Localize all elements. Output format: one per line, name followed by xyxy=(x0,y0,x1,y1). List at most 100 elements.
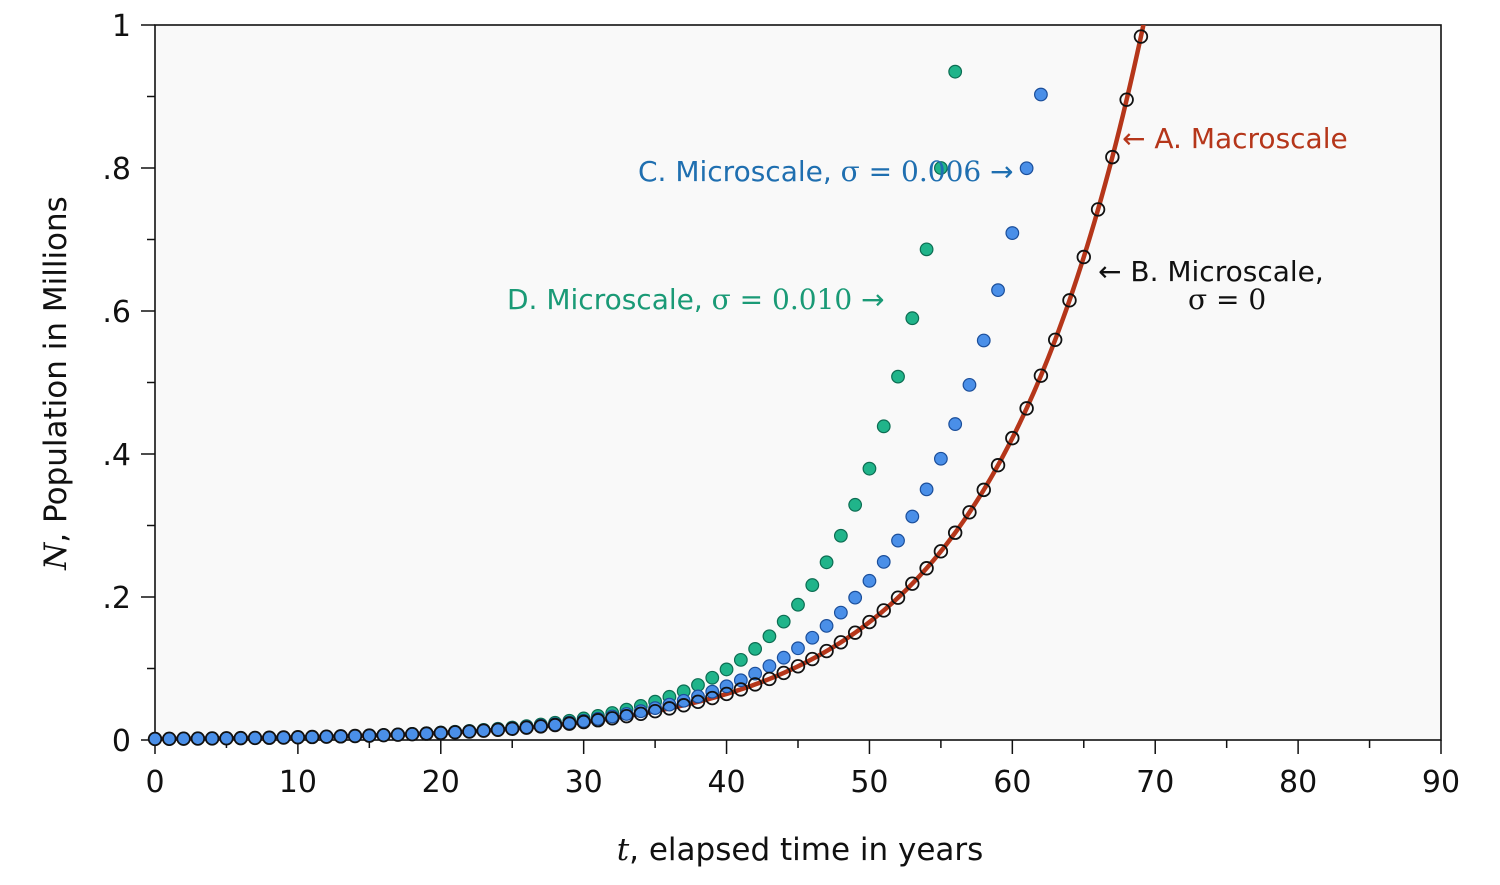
point-sigma-0 xyxy=(462,724,477,739)
point-sigma-0-006 xyxy=(833,605,848,620)
point-sigma-0 xyxy=(262,730,277,745)
point-sigma-0 xyxy=(1047,332,1063,347)
point-sigma-0-010 xyxy=(705,670,720,685)
point-sigma-0-006 xyxy=(1005,226,1020,240)
point-sigma-0 xyxy=(1105,149,1120,165)
point-sigma-0 xyxy=(862,614,877,630)
point-sigma-0-006 xyxy=(862,573,877,588)
point-sigma-0-006 xyxy=(748,666,763,681)
point-sigma-0 xyxy=(490,722,506,737)
point-sigma-0 xyxy=(319,729,334,744)
point-sigma-0 xyxy=(847,625,863,640)
point-sigma-0 xyxy=(976,482,991,498)
point-sigma-0 xyxy=(304,729,320,745)
point-sigma-0-006 xyxy=(919,482,934,497)
annotation-macroscale: ← A. Macroscale xyxy=(1122,122,1348,155)
annotation-microscale-sigma0-line1: ← B. Microscale, xyxy=(1098,255,1324,288)
point-sigma-0 xyxy=(605,711,620,726)
point-sigma-0 xyxy=(219,731,234,746)
point-sigma-0-006 xyxy=(676,693,691,708)
point-sigma-0 xyxy=(805,651,820,667)
point-sigma-0 xyxy=(1076,249,1091,265)
point-sigma-0-006 xyxy=(876,554,891,569)
point-sigma-0 xyxy=(633,706,649,721)
point-sigma-0 xyxy=(733,682,749,697)
point-sigma-0 xyxy=(819,643,834,659)
point-sigma-0 xyxy=(676,698,691,713)
point-sigma-0 xyxy=(147,731,163,747)
point-sigma-0 xyxy=(533,719,549,734)
point-sigma-0-010 xyxy=(848,497,863,512)
point-sigma-0 xyxy=(1005,430,1020,446)
point-sigma-0 xyxy=(433,725,448,741)
point-sigma-0 xyxy=(247,730,263,746)
x-tick-label: 80 xyxy=(1279,765,1317,800)
point-sigma-0-006 xyxy=(891,533,905,548)
point-sigma-0-006 xyxy=(691,689,705,704)
point-sigma-0-010 xyxy=(733,652,748,667)
point-sigma-0-006 xyxy=(776,650,791,665)
point-sigma-0 xyxy=(919,561,934,576)
point-sigma-0 xyxy=(405,726,420,742)
point-sigma-0 xyxy=(947,525,963,540)
point-sigma-0-010 xyxy=(862,461,877,476)
plot-content xyxy=(147,25,1149,747)
point-sigma-0-010 xyxy=(948,64,963,79)
point-sigma-0 xyxy=(876,603,891,618)
x-tick-label: 0 xyxy=(145,765,164,800)
point-sigma-0-006 xyxy=(933,451,948,466)
x-tick-label: 70 xyxy=(1136,765,1174,800)
point-sigma-0-010 xyxy=(905,311,920,326)
plot-area xyxy=(154,24,1442,741)
point-sigma-0 xyxy=(690,694,706,710)
point-sigma-0 xyxy=(619,708,634,724)
point-sigma-0 xyxy=(776,665,791,681)
annotation-microscale-sigma-0-006: C. Microscale, σ = 0.006 → xyxy=(638,155,1014,188)
y-tick-label: 0 xyxy=(112,724,131,759)
point-sigma-0 xyxy=(1019,401,1034,416)
point-sigma-0-006 xyxy=(805,630,820,645)
point-sigma-0 xyxy=(204,731,220,746)
point-sigma-0 xyxy=(190,731,206,746)
x-tick-label: 30 xyxy=(565,765,603,800)
point-sigma-0-010 xyxy=(876,419,891,434)
point-sigma-0-010 xyxy=(805,578,820,592)
point-sigma-0 xyxy=(376,727,391,743)
point-sigma-0-006 xyxy=(819,618,834,633)
point-sigma-0 xyxy=(762,671,777,687)
x-tick-label: 50 xyxy=(850,765,888,800)
point-sigma-0 xyxy=(905,576,920,591)
point-sigma-0 xyxy=(505,721,520,736)
point-sigma-0 xyxy=(233,730,248,746)
point-sigma-0 xyxy=(447,725,463,740)
point-sigma-0 xyxy=(1133,29,1149,44)
point-sigma-0-010 xyxy=(791,597,805,612)
point-sigma-0 xyxy=(990,458,1006,473)
point-sigma-0 xyxy=(833,635,849,650)
point-sigma-0-010 xyxy=(762,629,777,644)
y-tick-label: .4 xyxy=(102,438,131,473)
point-sigma-0 xyxy=(476,723,491,738)
point-sigma-0 xyxy=(662,701,677,716)
point-sigma-0-006 xyxy=(848,590,863,605)
point-sigma-0-010 xyxy=(776,614,791,629)
x-tick-label: 10 xyxy=(279,765,317,800)
point-sigma-0 xyxy=(362,728,377,743)
x-axis-label: t, elapsed time in years xyxy=(617,832,984,868)
y-axis-ticks: 0 .2 .4 .6 .8 1 xyxy=(102,9,155,759)
y-tick-label: .2 xyxy=(102,581,131,616)
point-sigma-0 xyxy=(1033,368,1049,383)
point-sigma-0 xyxy=(419,726,434,741)
point-sigma-0 xyxy=(933,544,949,559)
point-sigma-0 xyxy=(790,659,806,674)
x-axis-ticks: 0 10 20 30 40 50 60 70 80 90 xyxy=(145,740,1460,800)
x-tick-label: 90 xyxy=(1422,765,1460,800)
point-sigma-0 xyxy=(390,727,406,742)
point-sigma-0 xyxy=(719,686,734,702)
point-sigma-0-006 xyxy=(762,659,777,673)
y-tick-label: 1 xyxy=(112,9,131,44)
point-sigma-0-010 xyxy=(819,555,834,570)
point-sigma-0 xyxy=(547,717,563,733)
point-sigma-0 xyxy=(1090,202,1106,217)
